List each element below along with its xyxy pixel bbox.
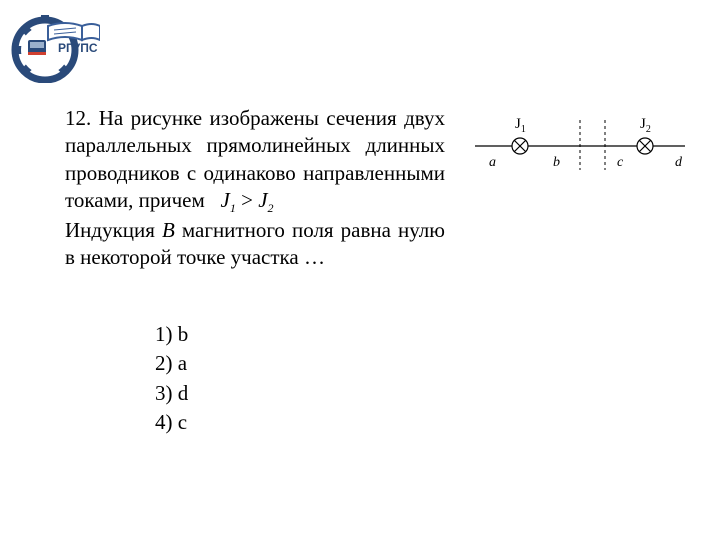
- question-block: 12. На рисунке изображены сечения двух п…: [65, 105, 445, 271]
- label-j1: J1: [515, 116, 526, 135]
- label-a: a: [489, 155, 496, 170]
- wire-2-symbol: [637, 138, 653, 154]
- option-4: 4) c: [155, 408, 188, 437]
- question-number: 12.: [65, 106, 91, 130]
- question-text-2a: Индукция: [65, 218, 162, 242]
- institution-logo: РГУПС: [10, 8, 100, 83]
- question-paragraph-1: 12. На рисунке изображены сечения двух п…: [65, 105, 445, 217]
- label-d: d: [675, 155, 683, 170]
- circuit-diagram: J1 J2 a b c d: [475, 110, 695, 180]
- formula: J1 > J2: [221, 188, 274, 212]
- wire-1-symbol: [512, 138, 528, 154]
- answer-options: 1) b 2) a 3) d 4) c: [155, 320, 188, 438]
- option-3: 3) d: [155, 379, 188, 408]
- formula-sub1: 1: [230, 201, 236, 215]
- formula-j2: J: [258, 188, 267, 212]
- label-j2: J2: [640, 116, 651, 135]
- question-text-2b: В: [162, 218, 175, 242]
- option-1: 1) b: [155, 320, 188, 349]
- formula-sub2: 2: [268, 201, 274, 215]
- formula-j1: J: [221, 188, 230, 212]
- formula-gt: >: [241, 188, 253, 212]
- question-paragraph-2: Индукция В магнитного поля равна нулю в …: [65, 217, 445, 272]
- logo-text: РГУПС: [58, 41, 98, 55]
- label-b: b: [553, 155, 560, 170]
- label-c: c: [617, 155, 624, 170]
- option-2: 2) a: [155, 349, 188, 378]
